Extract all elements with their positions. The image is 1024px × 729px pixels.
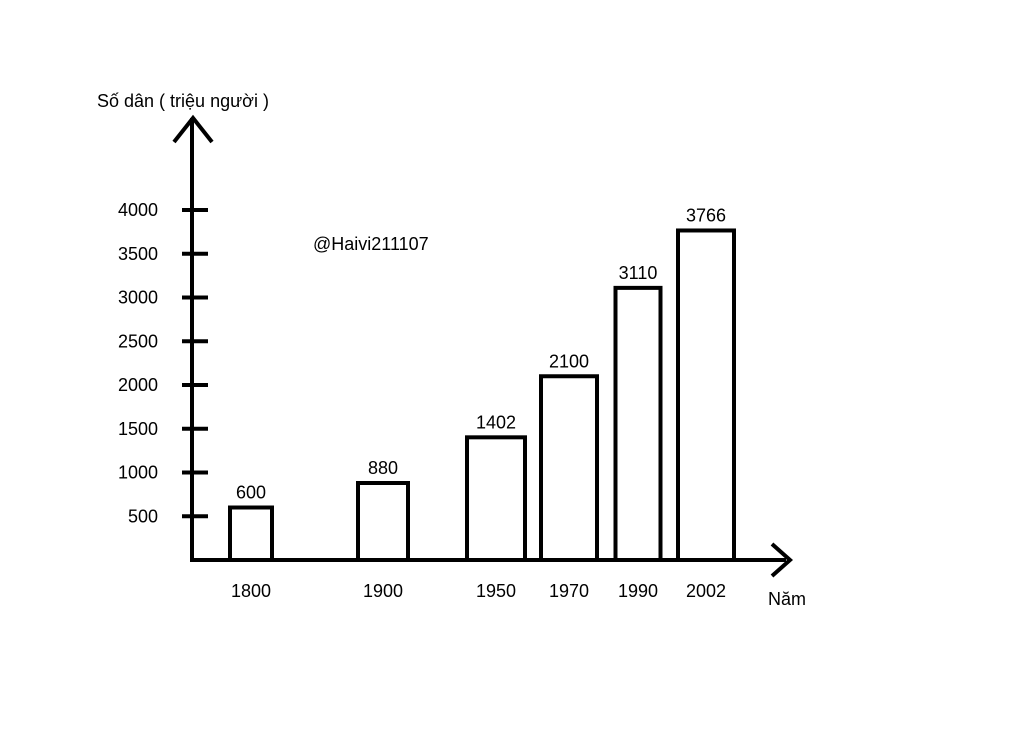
bar-1950 — [465, 435, 527, 563]
y-tick-label: 500 — [128, 506, 158, 526]
data-label: 600 — [236, 483, 266, 503]
y-tick-label: 2000 — [118, 375, 158, 395]
y-tick-label: 4000 — [118, 200, 158, 220]
x-axis-title: Năm — [768, 589, 806, 609]
bar-1900 — [356, 481, 410, 562]
y-ticks: 500 1000 1500 2000 2500 3000 3500 4000 — [118, 200, 208, 526]
bar-1990 — [613, 285, 663, 562]
data-label: 1402 — [476, 412, 516, 432]
y-tick-label: 3000 — [118, 288, 158, 308]
x-tick-label: 1800 — [231, 581, 271, 601]
bars — [228, 228, 736, 563]
x-tick-label: 1990 — [618, 581, 658, 601]
y-axis-arrow-icon — [172, 114, 214, 144]
bar-1800 — [228, 505, 274, 562]
x-tick-label: 1970 — [549, 581, 589, 601]
watermark-text: @Haivi211107 — [313, 234, 429, 254]
data-label: 3110 — [619, 263, 658, 283]
y-tick-label: 1000 — [118, 463, 158, 483]
x-axis-arrow-icon — [770, 542, 794, 578]
bar-1970 — [539, 374, 599, 562]
x-tick-label: 2002 — [686, 581, 726, 601]
x-tick-labels: 1800 1900 1950 1970 1990 2002 — [231, 581, 726, 601]
y-tick-label: 3500 — [118, 244, 158, 264]
y-axis-title: Số dân ( triệu người ) — [97, 91, 269, 111]
y-tick-label: 1500 — [118, 419, 158, 439]
data-label: 2100 — [549, 351, 589, 371]
data-label: 3766 — [686, 205, 726, 225]
data-labels: 600 880 1402 2100 3110 3766 — [236, 205, 726, 502]
y-tick-label: 2500 — [118, 331, 158, 351]
x-tick-label: 1950 — [476, 581, 516, 601]
data-label: 880 — [368, 458, 398, 478]
bar-2002 — [676, 228, 736, 562]
x-tick-label: 1900 — [363, 581, 403, 601]
